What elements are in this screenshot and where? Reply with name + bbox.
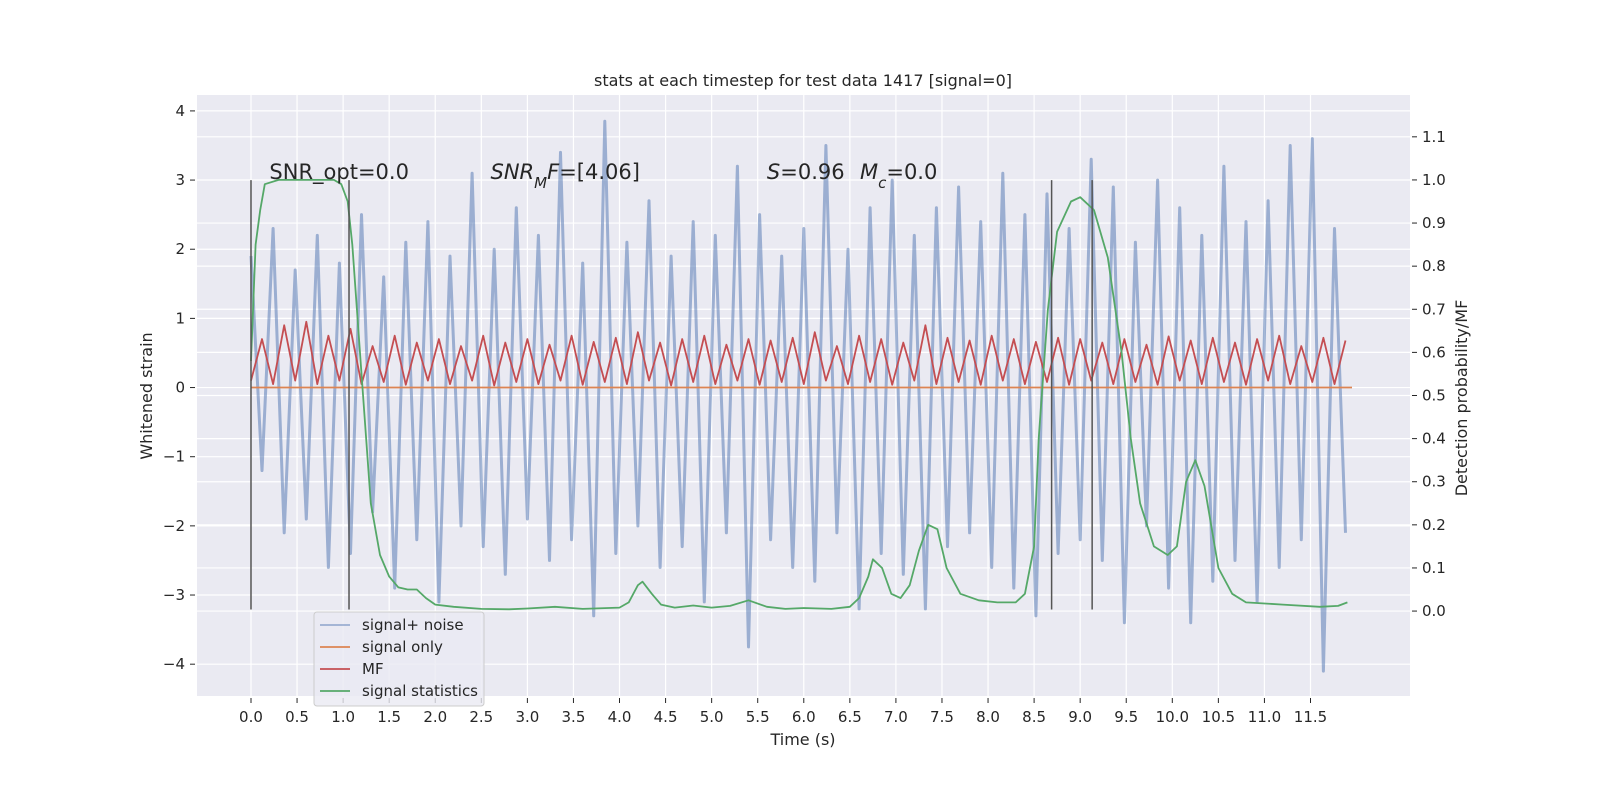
annotation: Mc=0.0 — [860, 160, 937, 192]
x-tick-label: 10.5 — [1202, 708, 1235, 726]
annotation: SNR_opt=0.0 — [269, 160, 409, 185]
y2-tick-label: 1.1 — [1422, 128, 1446, 146]
x-tick-label: 2.0 — [423, 708, 447, 726]
y2-tick-label: 0.2 — [1422, 516, 1446, 534]
x-tick-label: 11.0 — [1248, 708, 1281, 726]
chart-title: stats at each timestep for test data 141… — [594, 71, 1012, 90]
y2-tick-label: 0.3 — [1422, 473, 1446, 491]
x-tick-label: 1.5 — [377, 708, 401, 726]
y-tick-label: 4 — [175, 102, 185, 120]
annotation-part: =[4.06] — [559, 160, 640, 184]
annotation: SNRMF=[4.06] — [491, 160, 640, 192]
x-tick-label: 10.0 — [1156, 708, 1189, 726]
x-tick-label: 9.0 — [1068, 708, 1092, 726]
x-tick-label: 6.5 — [838, 708, 862, 726]
annotation-part: SNR — [491, 160, 535, 184]
y-tick-label: 1 — [175, 309, 185, 327]
y-tick-label: −3 — [163, 586, 185, 604]
annotation-part: SNR_opt=0.0 — [269, 160, 409, 185]
y-tick-label: 2 — [175, 240, 185, 258]
x-tick-label: 0.0 — [239, 708, 263, 726]
legend-label: MF — [362, 660, 384, 678]
x-tick-label: 8.0 — [976, 708, 1000, 726]
annotation-part: S — [767, 160, 780, 184]
y2-tick-label: 0.5 — [1422, 387, 1446, 405]
x-tick-label: 1.0 — [331, 708, 355, 726]
annotation: S=0.96 — [767, 160, 845, 184]
x-tick-label: 2.5 — [469, 708, 493, 726]
y2-tick-label: 1.0 — [1422, 171, 1446, 189]
legend-box — [313, 611, 485, 707]
series-line — [250, 320, 1347, 387]
x-tick-label: 8.5 — [1022, 708, 1046, 726]
y2-tick-label: 0.4 — [1422, 430, 1446, 448]
legend-label: signal statistics — [362, 682, 478, 700]
legend-label: signal only — [362, 638, 443, 656]
y2-tick-label: 0.7 — [1422, 300, 1446, 318]
annotation-part: =0.0 — [886, 160, 937, 184]
x-tick-label: 5.0 — [700, 708, 724, 726]
annotation-part: F — [547, 160, 560, 184]
axes: 0.0 0.5 1.0 1.5 2.0 2.5 3.0 3.5 4.0 4.5 5.0 5.5 6.0 6… — [163, 102, 1446, 726]
x-tick-label: 6.0 — [792, 708, 816, 726]
x-tick-label: 5.5 — [746, 708, 770, 726]
x-tick-label: 3.5 — [562, 708, 586, 726]
legend: signal+ noise signal only MF signal statist… — [313, 611, 485, 707]
x-tick-label: 4.0 — [608, 708, 632, 726]
series-line — [250, 179, 1348, 611]
y2-axis-label: Detection probability/MF — [1452, 300, 1471, 497]
y-tick-label: −4 — [163, 655, 185, 673]
x-axis-label: Time (s) — [769, 730, 835, 749]
x-tick-label: 9.5 — [1114, 708, 1138, 726]
y-axis-label: Whitened strain — [137, 332, 156, 459]
y-tick-label: 0 — [175, 379, 185, 397]
marks: SNR_opt=0.0 SNRMF=[4.06] S=0.96 Mc=0.0 — [249, 119, 1352, 673]
x-tick-label: 7.5 — [930, 708, 954, 726]
annotation-part: M — [534, 174, 547, 192]
x-tick-label: 0.5 — [285, 708, 309, 726]
x-tick-label: 4.5 — [654, 708, 678, 726]
annotation-part: =0.96 — [780, 160, 844, 184]
y-tick-label: −2 — [163, 517, 185, 535]
y2-tick-label: 0.1 — [1422, 559, 1446, 577]
y-tick-label: 3 — [175, 171, 185, 189]
legend-label: signal+ noise — [362, 616, 464, 634]
annotation-part: c — [878, 174, 887, 192]
y-tick-label: −1 — [163, 448, 185, 466]
y2-tick-label: 0.8 — [1422, 257, 1446, 275]
annotation-part: M — [860, 160, 878, 184]
series-line — [249, 119, 1347, 673]
x-tick-label: 7.0 — [884, 708, 908, 726]
y2-tick-label: 0.9 — [1422, 214, 1446, 232]
x-tick-label: 11.5 — [1294, 708, 1327, 726]
x-tick-label: 3.0 — [515, 708, 539, 726]
y2-tick-label: 0.0 — [1422, 602, 1446, 620]
y2-tick-label: 0.6 — [1422, 343, 1446, 361]
